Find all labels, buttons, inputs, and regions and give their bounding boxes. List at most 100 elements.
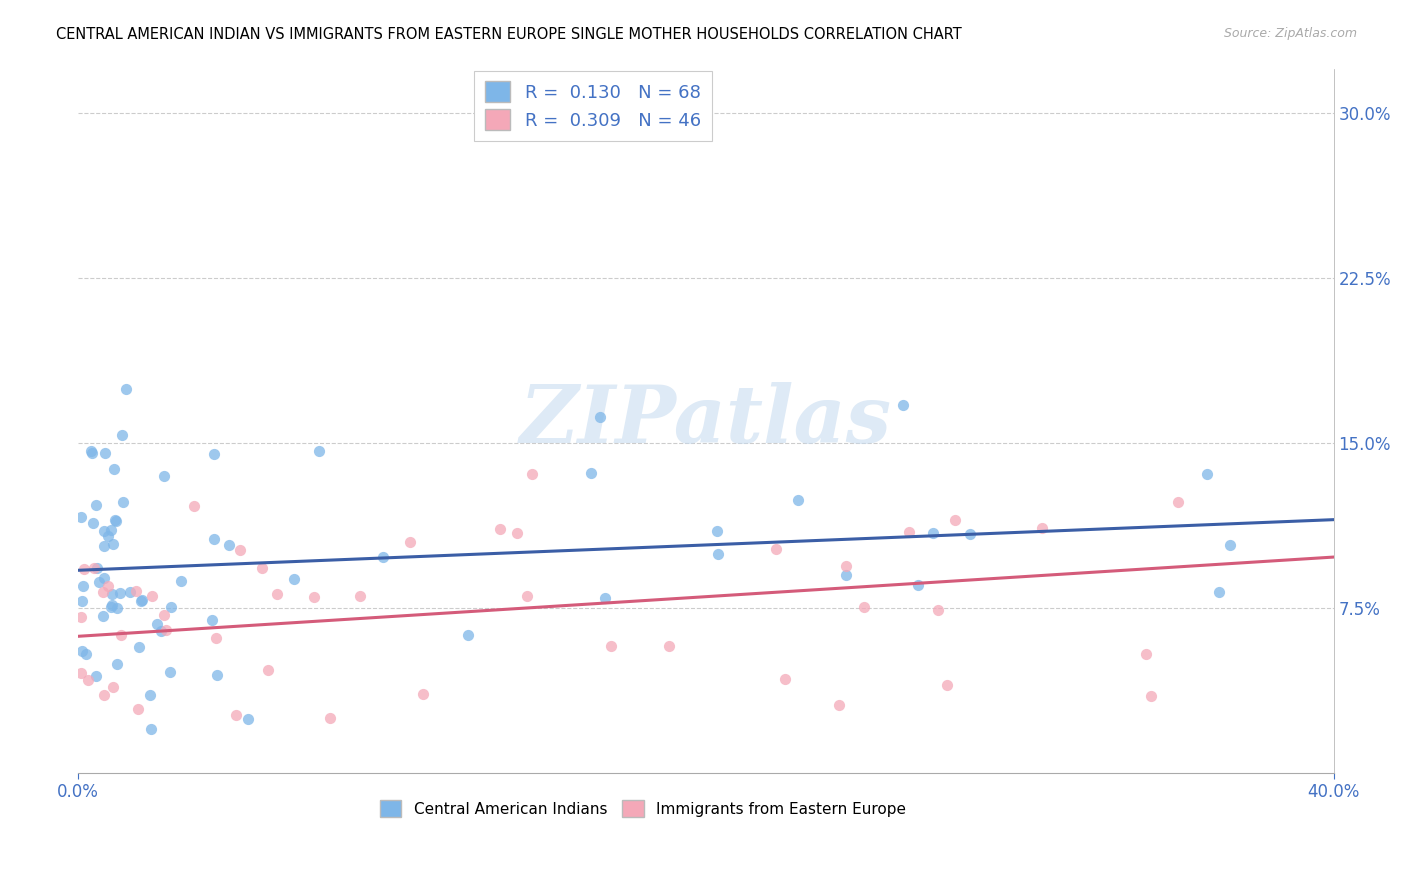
- Point: [70, 509, 93, 524]
- Point: [1167, 495, 1189, 509]
- Point: [141, 589, 163, 603]
- Point: [412, 687, 434, 701]
- Point: [205, 668, 228, 682]
- Point: [110, 628, 132, 642]
- Point: [599, 639, 621, 653]
- Point: [101, 587, 124, 601]
- Point: [457, 627, 479, 641]
- Point: [125, 584, 148, 599]
- Point: [118, 585, 141, 599]
- Point: [108, 585, 131, 599]
- Point: [111, 428, 134, 442]
- Point: [127, 702, 149, 716]
- Point: [77, 673, 100, 687]
- Point: [1031, 521, 1053, 535]
- Point: [91, 609, 114, 624]
- Point: [80, 443, 103, 458]
- Text: CENTRAL AMERICAN INDIAN VS IMMIGRANTS FROM EASTERN EUROPE SINGLE MOTHER HOUSEHOL: CENTRAL AMERICAN INDIAN VS IMMIGRANTS FR…: [56, 27, 962, 42]
- Point: [786, 493, 808, 508]
- Point: [927, 602, 949, 616]
- Point: [86, 498, 108, 512]
- Point: [128, 640, 150, 655]
- Point: [218, 538, 240, 552]
- Point: [835, 568, 858, 582]
- Point: [202, 447, 225, 461]
- Point: [520, 467, 543, 481]
- Point: [139, 722, 162, 736]
- Point: [73, 562, 96, 576]
- Point: [205, 631, 228, 645]
- Point: [706, 524, 728, 538]
- Point: [1219, 538, 1241, 552]
- Point: [907, 577, 929, 591]
- Point: [170, 574, 193, 588]
- Point: [319, 711, 342, 725]
- Point: [129, 593, 152, 607]
- Point: [506, 525, 529, 540]
- Point: [101, 598, 124, 612]
- Point: [145, 617, 167, 632]
- Point: [97, 529, 120, 543]
- Point: [93, 539, 115, 553]
- Point: [399, 535, 422, 549]
- Point: [1139, 689, 1161, 703]
- Point: [93, 524, 115, 539]
- Point: [489, 522, 512, 536]
- Point: [105, 657, 128, 671]
- Point: [959, 527, 981, 541]
- Point: [104, 513, 127, 527]
- Point: [1135, 647, 1157, 661]
- Point: [229, 543, 252, 558]
- Point: [139, 688, 162, 702]
- Point: [152, 469, 174, 483]
- Point: [103, 462, 125, 476]
- Point: [83, 561, 105, 575]
- Point: [225, 707, 247, 722]
- Point: [82, 516, 104, 530]
- Point: [256, 663, 278, 677]
- Point: [707, 547, 730, 561]
- Point: [936, 678, 959, 692]
- Point: [91, 584, 114, 599]
- Point: [349, 589, 371, 603]
- Point: [160, 599, 183, 614]
- Point: [103, 680, 125, 694]
- Point: [149, 624, 172, 638]
- Point: [107, 601, 129, 615]
- Point: [1195, 467, 1218, 482]
- Point: [70, 610, 93, 624]
- Point: [658, 639, 681, 653]
- Point: [1208, 585, 1230, 599]
- Point: [593, 591, 616, 605]
- Point: [153, 608, 176, 623]
- Point: [94, 446, 117, 460]
- Point: [100, 600, 122, 615]
- Point: [943, 513, 966, 527]
- Point: [75, 647, 97, 661]
- Legend: Central American Indians, Immigrants from Eastern Europe: Central American Indians, Immigrants fro…: [373, 792, 914, 825]
- Point: [201, 614, 224, 628]
- Point: [80, 445, 103, 459]
- Point: [891, 398, 914, 412]
- Point: [827, 698, 849, 713]
- Point: [115, 382, 138, 396]
- Point: [131, 593, 153, 607]
- Point: [70, 666, 93, 681]
- Point: [898, 524, 921, 539]
- Point: [72, 578, 94, 592]
- Text: Source: ZipAtlas.com: Source: ZipAtlas.com: [1223, 27, 1357, 40]
- Point: [101, 537, 124, 551]
- Point: [97, 579, 120, 593]
- Point: [922, 526, 945, 541]
- Text: ZIPatlas: ZIPatlas: [520, 382, 891, 459]
- Point: [250, 561, 273, 575]
- Point: [581, 466, 603, 480]
- Point: [93, 571, 115, 585]
- Point: [773, 672, 796, 686]
- Point: [70, 594, 93, 608]
- Point: [202, 532, 225, 546]
- Point: [72, 644, 94, 658]
- Point: [236, 713, 259, 727]
- Point: [112, 495, 135, 509]
- Point: [835, 559, 858, 574]
